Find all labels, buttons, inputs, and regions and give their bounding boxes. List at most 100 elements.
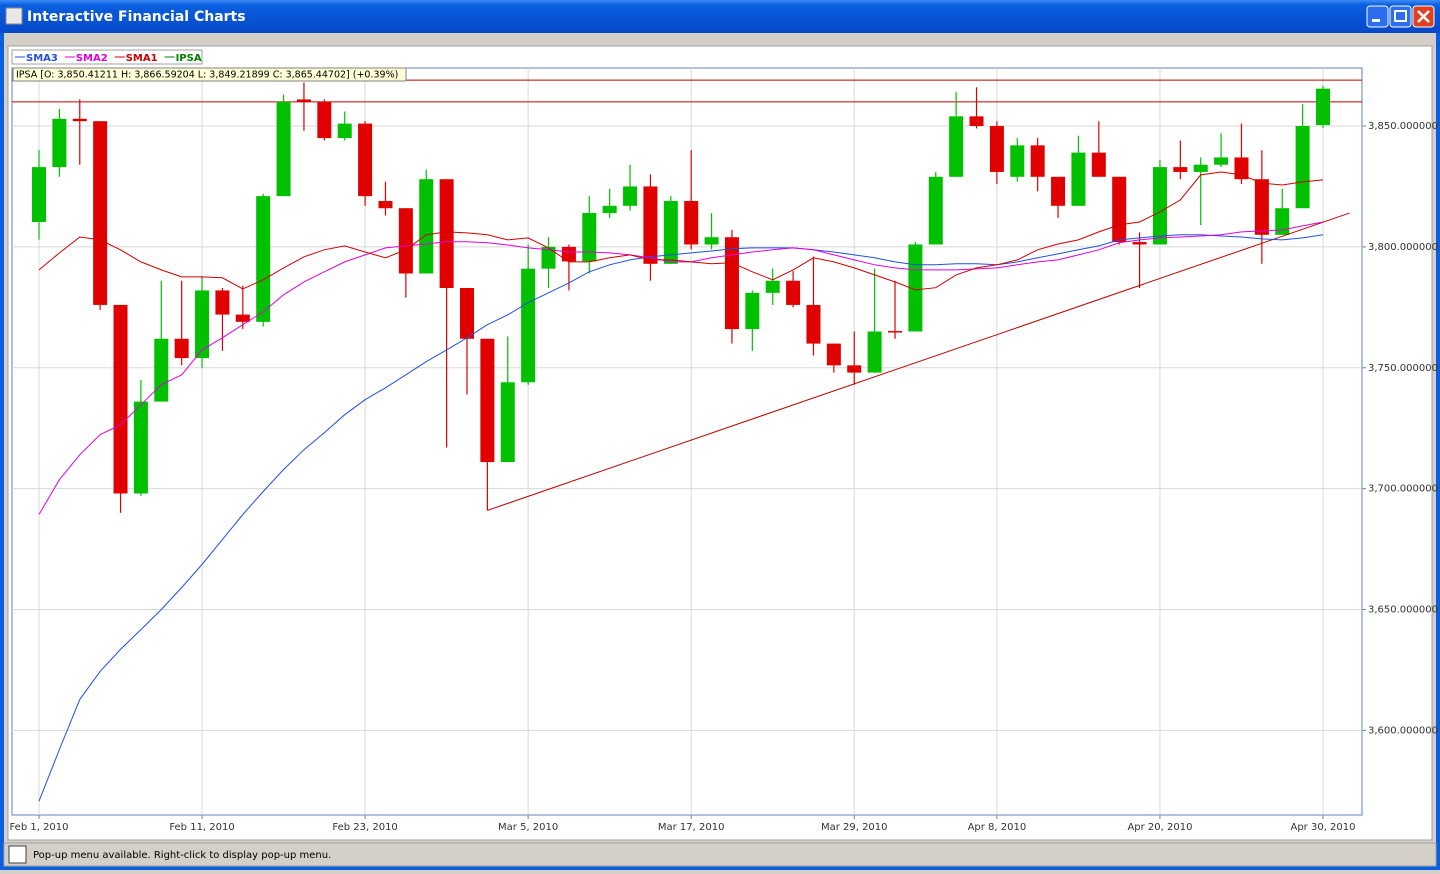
minimize-button[interactable] xyxy=(1366,5,1389,28)
chart: 3,600.000000 3,650.000000 3,700.000000 3,75… xyxy=(9,49,1438,833)
y-tick-label: 3,750.000000 xyxy=(1368,363,1438,374)
candle-body xyxy=(235,314,250,322)
candle-body xyxy=(1071,152,1086,206)
candle-body xyxy=(867,331,882,373)
legend-label: IPSA xyxy=(176,53,202,64)
candle-body xyxy=(1275,208,1290,235)
candle-body xyxy=(480,338,495,463)
candle-body xyxy=(724,237,739,330)
candle-body xyxy=(296,99,311,102)
candle-body xyxy=(32,167,46,222)
info-label: IPSA [O: 3,850.41211 H: 3,866.59204 L: 3… xyxy=(16,70,398,81)
candle-body xyxy=(113,304,128,494)
candle-body xyxy=(928,176,943,245)
y-tick-label: 3,650.000000 xyxy=(1368,605,1438,616)
x-tick-label: Feb 11, 2010 xyxy=(169,822,234,833)
candle-body xyxy=(561,246,576,262)
legend-label: SMA3 xyxy=(26,53,58,64)
candle-body xyxy=(154,338,169,402)
x-tick-label: Mar 17, 2010 xyxy=(658,822,725,833)
candle-body xyxy=(378,200,393,209)
y-tick-label: 3,600.000000 xyxy=(1368,725,1438,736)
candle-body xyxy=(1316,88,1330,126)
candle-body xyxy=(1234,157,1249,180)
candle-body xyxy=(704,237,719,245)
candle-body xyxy=(500,382,515,463)
candle-body xyxy=(1132,242,1147,245)
x-tick-label: Mar 29, 2010 xyxy=(821,822,888,833)
ma-line xyxy=(38,234,1324,802)
maximize-button[interactable] xyxy=(1389,5,1412,28)
candle-body xyxy=(133,401,148,494)
close-button[interactable] xyxy=(1412,5,1435,28)
y-tick-label: 3,850.000000 xyxy=(1368,121,1438,132)
legend: SMA3 SMA2 SMA1 IPSA xyxy=(11,49,203,65)
candle-body xyxy=(826,343,841,366)
candle-body xyxy=(541,246,556,269)
x-tick-label: Apr 8, 2010 xyxy=(968,822,1027,833)
candle-body xyxy=(663,200,678,264)
y-tick-label: 3,700.000000 xyxy=(1368,484,1438,495)
y-tick-label: 3,800.000000 xyxy=(1368,242,1438,253)
app-icon xyxy=(5,7,23,25)
candle-body xyxy=(398,208,413,274)
candle-body xyxy=(969,116,984,127)
candle-body xyxy=(745,292,760,330)
candle-body xyxy=(256,196,271,322)
trend-line xyxy=(487,212,1350,511)
candle-body xyxy=(786,280,801,305)
candle-body xyxy=(215,290,230,315)
ma-line xyxy=(38,171,1324,291)
candle-body xyxy=(847,365,862,373)
candle-body xyxy=(1295,126,1310,209)
candle-body xyxy=(337,123,352,139)
candle-body xyxy=(276,101,291,197)
info-label-box xyxy=(12,67,407,82)
candle-body xyxy=(623,186,638,206)
candle-body xyxy=(439,179,454,288)
status-text: Pop-up menu available. Right-click to di… xyxy=(33,850,331,861)
candle-body xyxy=(1010,145,1025,177)
candle-body xyxy=(174,338,189,359)
candle-body xyxy=(1091,152,1106,177)
legend-label: SMA1 xyxy=(126,53,158,64)
candle-body xyxy=(1193,164,1208,172)
x-tick-label: Feb 1, 2010 xyxy=(9,822,68,833)
candle-body xyxy=(765,280,780,293)
candle-body xyxy=(419,179,434,274)
candle-body xyxy=(72,118,87,122)
candle-body xyxy=(195,290,210,359)
candle-body xyxy=(602,205,617,214)
candle-body xyxy=(989,126,1004,172)
legend-box xyxy=(11,49,203,65)
candle-body xyxy=(1051,176,1066,206)
candle-body xyxy=(93,121,108,305)
candle-body xyxy=(949,116,964,177)
candle-body xyxy=(643,186,658,264)
title-bar xyxy=(0,0,1440,33)
candle-body xyxy=(908,244,923,332)
legend-label: SMA2 xyxy=(76,53,108,64)
candle-body xyxy=(1254,179,1269,235)
x-tick-label: Apr 30, 2010 xyxy=(1290,822,1355,833)
candle-body xyxy=(684,200,699,245)
candle-body xyxy=(1152,167,1167,245)
x-tick-label: Feb 23, 2010 xyxy=(332,822,397,833)
candle-body xyxy=(1030,145,1045,177)
candle-body xyxy=(1173,167,1188,172)
candle-body xyxy=(317,101,332,139)
x-tick-label: Apr 20, 2010 xyxy=(1127,822,1192,833)
candle-body xyxy=(806,304,821,344)
status-icon xyxy=(8,845,27,864)
candle-body xyxy=(888,331,902,333)
candle-body xyxy=(358,123,373,197)
x-tick-label: Mar 5, 2010 xyxy=(498,822,558,833)
candle-body xyxy=(460,287,474,339)
candle-body xyxy=(52,118,67,168)
candle-body xyxy=(1112,176,1127,243)
candle-body xyxy=(582,213,597,262)
candle-body xyxy=(521,268,536,383)
ma-line xyxy=(38,221,1324,515)
